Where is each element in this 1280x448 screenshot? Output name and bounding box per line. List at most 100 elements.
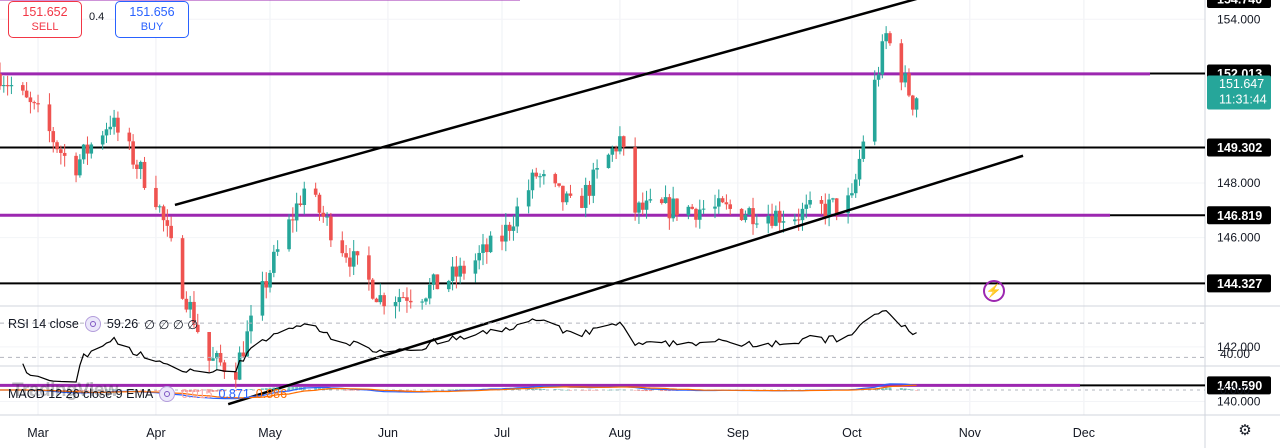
rsi-extra: ∅ ∅ ∅ ∅ xyxy=(144,317,199,332)
candle xyxy=(157,206,162,208)
macd-histogram-bar xyxy=(276,387,280,390)
candle xyxy=(59,149,63,153)
indicator-source-icon[interactable] xyxy=(159,386,176,402)
macd-histogram-bar xyxy=(911,389,915,391)
candle xyxy=(747,208,752,215)
rsi-legend[interactable]: RSI 14 close 59.26 ∅ ∅ ∅ ∅ xyxy=(8,316,198,332)
macd-histogram-bar xyxy=(207,390,211,393)
time-axis-label: Nov xyxy=(959,426,982,440)
macd-histogram-bar xyxy=(85,390,89,391)
candle xyxy=(260,281,265,316)
macd-histogram-bar xyxy=(78,390,82,392)
indicator-source-icon[interactable] xyxy=(84,316,101,332)
candle xyxy=(899,43,904,83)
candle xyxy=(800,208,805,221)
sell-button[interactable]: 151.652 SELL xyxy=(8,1,82,38)
macd-histogram-bar xyxy=(515,389,519,390)
candle xyxy=(568,193,573,196)
macd-histogram-bar xyxy=(188,390,192,392)
settings-gear-icon[interactable]: ⚙ xyxy=(1238,422,1252,439)
candle xyxy=(116,117,120,133)
candle xyxy=(538,176,542,178)
sell-price: 151.652 xyxy=(22,5,68,19)
candle xyxy=(454,266,459,277)
price-tick-label: 146.000 xyxy=(1217,231,1261,245)
candle xyxy=(610,148,615,155)
candle xyxy=(127,132,132,142)
macd-histogram-bar xyxy=(557,389,561,390)
candle xyxy=(131,141,135,165)
current-price-label: 151.647 xyxy=(1219,77,1264,91)
candle xyxy=(382,295,386,307)
rsi-value: 59.26 xyxy=(106,317,139,331)
candle xyxy=(675,198,679,216)
candle xyxy=(903,73,907,83)
candle xyxy=(728,204,733,209)
macd-pane xyxy=(0,383,1205,400)
macd-histogram-bar xyxy=(184,390,188,392)
price-tick-label: 142.000 xyxy=(1217,340,1261,354)
macd-histogram-bar xyxy=(664,390,668,391)
macd-tick-label: 0.000 xyxy=(1220,383,1250,397)
trendlines[interactable] xyxy=(174,0,1050,406)
price-tick-label: 154.000 xyxy=(1217,12,1261,26)
rsi-tick-label: 40.00 xyxy=(1220,347,1250,361)
macd-histogram-bar xyxy=(888,387,892,390)
candle xyxy=(427,284,432,299)
macd-histogram-bar xyxy=(542,388,546,390)
macd-histogram-bar xyxy=(272,387,276,390)
macd-histogram-bar xyxy=(314,387,318,390)
candle xyxy=(637,202,641,213)
candle xyxy=(827,199,831,217)
candle xyxy=(739,208,744,221)
candle xyxy=(272,251,276,273)
candle xyxy=(766,215,771,224)
sell-label: SELL xyxy=(31,21,59,33)
level-price-tag xyxy=(1207,206,1271,225)
lightning-bolt-icon[interactable]: ⚡ xyxy=(983,280,1005,302)
candle xyxy=(268,272,272,288)
candle xyxy=(804,204,809,209)
candle xyxy=(351,251,356,267)
signal-line xyxy=(0,384,917,399)
candle xyxy=(195,324,200,333)
candle xyxy=(112,117,116,127)
candle xyxy=(374,298,379,303)
candle xyxy=(914,98,919,110)
time-axis[interactable]: Mar Apr May Jun Jul Aug Sep Oct Nov Dec xyxy=(27,426,1095,440)
level-price-tag xyxy=(1207,376,1271,395)
macd-histogram-bar xyxy=(584,390,588,391)
macd-histogram-bar xyxy=(409,390,413,391)
candle xyxy=(9,85,14,87)
buy-button[interactable]: 151.656 BUY xyxy=(115,1,189,38)
macd-histogram-bar xyxy=(181,390,185,392)
candle xyxy=(264,281,269,288)
candle xyxy=(580,195,584,208)
candle xyxy=(477,252,481,261)
candle xyxy=(648,199,653,201)
macd-histogram-bar xyxy=(154,390,158,391)
macd-histogram-bar xyxy=(451,389,455,390)
candle xyxy=(884,33,888,42)
macd-histogram-bar xyxy=(264,388,268,390)
candle xyxy=(872,79,877,142)
candle xyxy=(618,136,622,152)
candle xyxy=(751,208,755,225)
macd-histogram-bar xyxy=(234,390,238,392)
macd-histogram-bar xyxy=(329,389,333,390)
macd-legend[interactable]: MACD 12 26 close 9 EMA 0.015 0.871 0.886 xyxy=(8,386,287,402)
candle xyxy=(583,184,588,208)
macd-histogram-bar xyxy=(355,390,359,391)
candle xyxy=(104,129,109,136)
candle xyxy=(317,194,322,213)
candle xyxy=(743,214,748,221)
candle xyxy=(595,168,599,170)
macd-histogram-bar xyxy=(618,389,622,391)
macd-histogram-bar xyxy=(131,389,135,391)
macd-histogram-bar xyxy=(82,390,86,391)
price-axis[interactable]: 156.000154.000148.000146.000142.000140.0… xyxy=(1207,0,1271,408)
candle xyxy=(553,174,558,184)
price-tick-label: 148.000 xyxy=(1217,176,1261,190)
macd-histogram-bar xyxy=(637,390,641,391)
